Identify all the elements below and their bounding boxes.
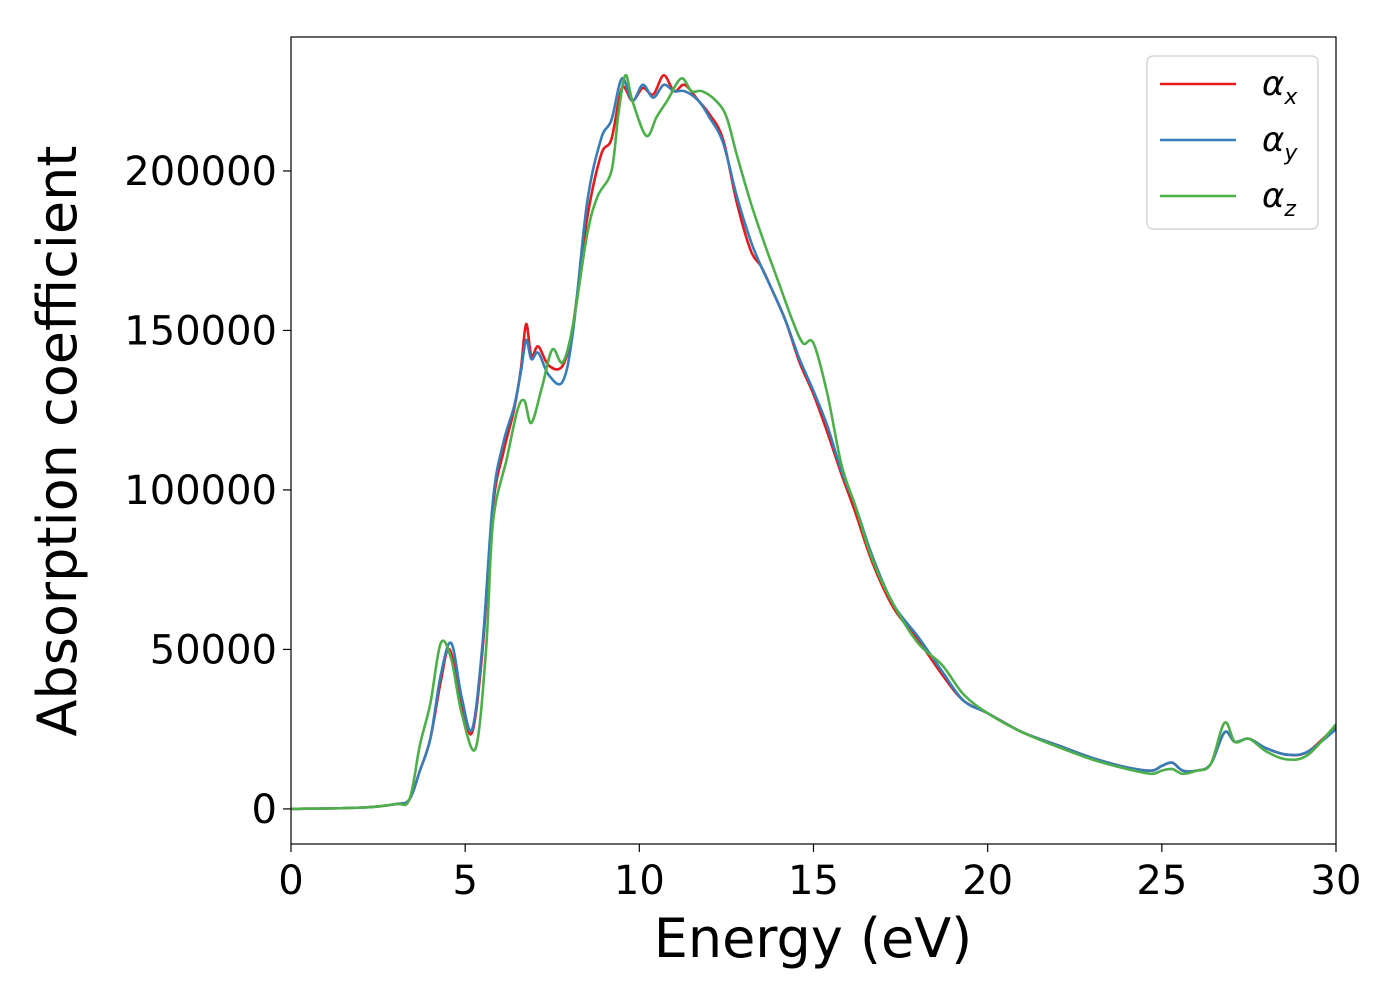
series-layer <box>291 73 1336 811</box>
series-line-z <box>291 73 1336 811</box>
x-tick-label: 30 <box>1311 858 1362 904</box>
legend-label-x: αx <box>1262 64 1298 110</box>
legend-label-y: αy <box>1262 120 1298 166</box>
x-tick-label: 20 <box>962 858 1013 904</box>
y-tick-label: 200000 <box>124 149 277 195</box>
x-tick-label: 25 <box>1136 858 1187 904</box>
x-tick-label: 15 <box>788 858 839 904</box>
y-axis-title: Absorption coefficient <box>26 146 89 737</box>
y-tick-label: 150000 <box>124 308 277 354</box>
legend-box <box>1146 55 1319 230</box>
x-axis-title: Energy (eV) <box>654 907 973 970</box>
y-tick-label: 0 <box>252 787 277 833</box>
x-axis: 0 5 10 15 20 25 30 <box>278 844 1361 904</box>
x-tick-label: 10 <box>614 858 665 904</box>
x-tick-label: 5 <box>452 858 477 904</box>
y-tick-label: 100000 <box>124 468 277 514</box>
y-tick-label: 50000 <box>150 627 277 673</box>
y-axis: 0 50000 100000 150000 200000 <box>124 149 291 833</box>
series-line-y <box>291 77 1336 811</box>
x-tick-label: 0 <box>278 858 303 904</box>
